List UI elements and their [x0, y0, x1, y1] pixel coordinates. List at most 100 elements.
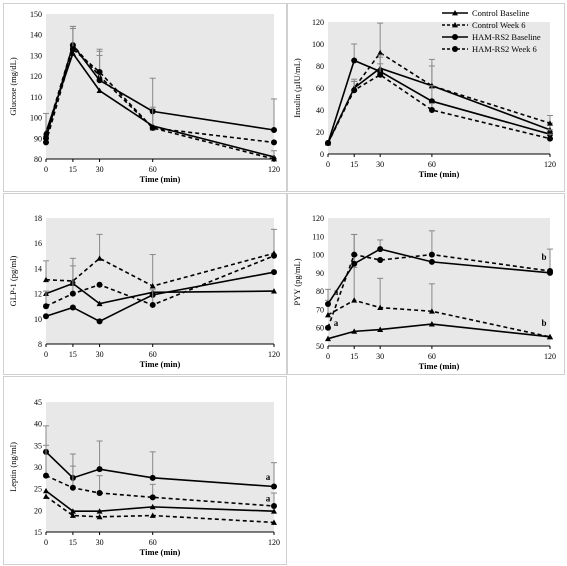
x-tick-label: 30: [96, 350, 104, 359]
chart-svg: 8 10 12 14 16 18 0 15 30 60 120 Time (min) GLP-1 (pg…: [8, 214, 280, 369]
x-tick-label: 0: [44, 350, 48, 359]
circle-marker: [351, 260, 358, 267]
y-tick-label: 100: [312, 251, 324, 260]
y-tick-label: 80: [34, 155, 42, 164]
circle-marker: [271, 503, 277, 509]
circle-marker: [149, 474, 156, 481]
y-tick-label: 110: [312, 232, 324, 241]
y-tick-label: 25: [34, 485, 42, 494]
x-tick-label: 120: [268, 538, 280, 547]
glp1-chart-panel: 8 10 12 14 16 18 0 15 30 60 120 Time (min) GLP-1 (pg…: [3, 193, 287, 375]
y-tick-label: 35: [34, 441, 42, 450]
triangle-marker: [96, 300, 103, 307]
y-tick-label: 60: [316, 324, 324, 333]
circle-marker: [149, 124, 156, 131]
leptin-chart-panel: 15 20 25 30 35 40 45 0 15 30 60 120 Time (min) Leptin…: [3, 376, 287, 565]
y-axis-label: Leptin (ng/ml): [8, 442, 18, 492]
legend-symbol: [442, 10, 468, 16]
x-tick-label: 120: [544, 160, 556, 169]
y-tick-label: 40: [316, 106, 324, 115]
circle-marker: [271, 252, 277, 259]
legend-item: HAM-RS2 Baseline: [441, 31, 563, 43]
chart-svg: 0 20 40 60 80 100 120 0 15 30 60 120 Time (min) Insul…: [292, 18, 556, 179]
y-axis-label: Glucose (mg/dL): [8, 57, 18, 115]
y-axis-label: PYY (pg/mL): [292, 258, 302, 305]
x-tick-label: 15: [69, 538, 77, 547]
triangle-marker: [351, 328, 358, 334]
y-tick-label: 90: [34, 134, 42, 143]
y-tick-label: 150: [30, 10, 42, 19]
circle-marker: [69, 484, 76, 491]
circle-marker: [351, 87, 358, 94]
triangle-marker: [149, 503, 156, 510]
circle-marker: [351, 57, 358, 64]
significance-annotation: b: [541, 318, 546, 328]
triangle-marker: [149, 512, 156, 518]
legend-symbol: [442, 46, 468, 52]
circle-marker: [547, 135, 553, 142]
y-tick-label: 16: [34, 239, 42, 248]
plot-area: [328, 218, 550, 346]
triangle-marker: [271, 156, 277, 162]
circle-marker: [271, 127, 277, 133]
legend-label: Control Week 6: [472, 20, 526, 30]
legend-label: HAM-RS2 Baseline: [472, 32, 541, 42]
triangle-marker: [43, 276, 49, 283]
y-tick-label: 120: [312, 214, 324, 223]
y-tick-label: 100: [30, 114, 42, 123]
y-tick-label: 130: [30, 51, 42, 60]
y-tick-label: 15: [34, 528, 42, 537]
pyy-chart-panel: 50 60 70 80 90 100 110 120 0 15 30 60 120 Time (min) P…: [287, 193, 565, 375]
legend-symbol: [442, 34, 468, 40]
legend-item: Control Baseline: [441, 7, 563, 19]
triangle-marker: [377, 49, 384, 56]
legend-item: Control Week 6: [441, 19, 563, 31]
triangle-marker: [428, 308, 435, 314]
x-tick-label: 30: [96, 165, 104, 174]
circle-marker: [452, 34, 458, 40]
significance-annotation: a: [334, 318, 339, 328]
x-tick-label: 15: [69, 165, 77, 174]
triangle-marker: [43, 493, 49, 499]
x-tick-label: 60: [428, 160, 436, 169]
circle-marker: [69, 46, 76, 53]
triangle-marker: [69, 512, 76, 518]
triangle-marker: [452, 10, 458, 16]
triangle-marker: [325, 311, 331, 318]
circle-marker: [452, 46, 458, 52]
chart-svg: 50 60 70 80 90 100 110 120 0 15 30 60 120 Time (min) P…: [292, 214, 556, 371]
insulin-chart-panel: 0 20 40 60 80 100 120 0 15 30 60 120 Time (min) Insul…: [287, 3, 565, 192]
triangle-marker: [325, 335, 331, 342]
x-tick-label: 0: [44, 165, 48, 174]
triangle-marker: [271, 508, 277, 514]
plot-area: [46, 14, 274, 159]
x-tick-label: 0: [44, 538, 48, 547]
y-tick-label: 60: [316, 84, 324, 93]
circle-marker: [547, 268, 553, 275]
x-tick-label: 30: [376, 160, 384, 169]
circle-marker: [271, 139, 277, 146]
x-axis-label: Time (min): [140, 174, 181, 184]
y-tick-label: 30: [34, 463, 42, 472]
x-axis-label: Time (min): [419, 169, 460, 179]
y-tick-label: 110: [30, 93, 42, 102]
circle-marker: [96, 318, 103, 325]
significance-annotation: b: [541, 252, 546, 262]
plot-area: [46, 402, 274, 532]
x-tick-label: 120: [544, 352, 556, 361]
x-tick-label: 15: [69, 350, 77, 359]
triangle-marker: [452, 22, 458, 28]
circle-marker: [43, 313, 49, 320]
triangle-marker: [149, 283, 156, 289]
circle-marker: [149, 301, 156, 308]
y-tick-label: 140: [30, 31, 42, 40]
triangle-marker: [547, 333, 553, 340]
circle-marker: [428, 258, 435, 265]
legend-label: Control Baseline: [472, 8, 530, 18]
y-tick-label: 45: [34, 398, 42, 407]
circle-marker: [271, 483, 277, 490]
circle-marker: [43, 139, 49, 146]
triangle-marker: [96, 87, 103, 94]
y-tick-label: 100: [312, 40, 324, 49]
circle-marker: [69, 304, 76, 311]
